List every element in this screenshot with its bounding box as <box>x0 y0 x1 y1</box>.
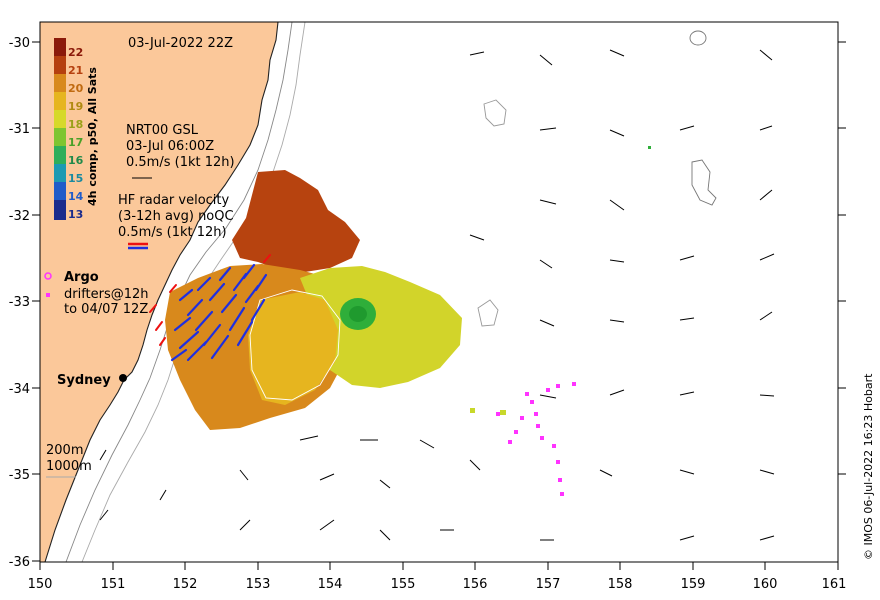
sst-fragment <box>500 410 506 415</box>
sst-warm-core <box>232 170 360 272</box>
x-tick-label: 158 <box>608 577 633 592</box>
hf-legend-scale: 0.5m/s (1kt 12h) <box>118 225 227 240</box>
colorbar-tick: 16 <box>68 154 84 167</box>
colorbar-tick: 20 <box>68 82 84 95</box>
seamount-contour <box>691 159 717 206</box>
sst-fragment <box>470 408 475 413</box>
x-tick-label: 156 <box>463 577 488 592</box>
colorbar-tick: 15 <box>68 172 83 185</box>
sst-fragment <box>648 146 651 149</box>
gsl-legend-scale: 0.5m/s (1kt 12h) <box>126 155 235 170</box>
gsl-legend-line2: 03-Jul 06:00Z <box>126 139 214 154</box>
colorbar <box>54 38 66 220</box>
seamount-contour <box>483 99 507 127</box>
hf-legend-line2: (3-12h avg) noQC <box>118 209 234 224</box>
sst-transition <box>248 292 338 405</box>
y-tick-label: -35 <box>9 468 30 483</box>
x-tick-label: 159 <box>681 577 706 592</box>
x-tick-label: 157 <box>536 577 561 592</box>
x-tick-label: 152 <box>173 577 198 592</box>
hf-radar-vectors-red <box>149 254 271 346</box>
sst-yellow-lobe <box>300 266 462 388</box>
y-tick-label: -33 <box>9 295 30 310</box>
x-tick-label: 160 <box>753 577 778 592</box>
colorbar-tick: 21 <box>68 64 83 77</box>
colorbar-tick: 17 <box>68 136 83 149</box>
x-tick-label: 155 <box>391 577 416 592</box>
x-tick-label: 154 <box>318 577 343 592</box>
drifter-tracks <box>44 272 576 496</box>
colorbar-tick: 19 <box>68 100 83 113</box>
y-tick-label: -36 <box>9 555 30 570</box>
gsl-legend-line1: NRT00 GSL <box>126 123 199 138</box>
drifter-legend-line1: drifters@12h <box>64 287 149 302</box>
y-tick-label: -31 <box>9 122 30 137</box>
hf-legend-line1: HF radar velocity <box>118 193 230 208</box>
drifter-legend-marker <box>46 293 50 297</box>
coastline <box>44 22 279 562</box>
gsl-current-arrows <box>99 49 775 541</box>
y-tick-label: -34 <box>9 382 30 397</box>
x-tick-label: 153 <box>246 577 271 592</box>
seamount-contour <box>689 30 707 46</box>
isobath-200m-label: 200m <box>46 443 83 458</box>
map-title: 03-Jul-2022 22Z <box>128 36 233 51</box>
sst-contour <box>249 289 341 401</box>
x-tick-label: 150 <box>28 577 53 592</box>
colorbar-tick: 14 <box>68 190 84 203</box>
y-axis <box>32 41 846 562</box>
drifter-legend-line2: to 04/07 12Z <box>64 302 148 317</box>
x-tick-label: 161 <box>822 577 847 592</box>
argo-legend: Argo <box>64 270 99 285</box>
land-mass <box>40 22 278 562</box>
sst-cool-core-center <box>349 306 367 322</box>
colorbar-label: 4h comp, p50, All Sats <box>86 67 99 206</box>
sydney-label: Sydney <box>57 373 111 388</box>
x-tick-label: 151 <box>101 577 126 592</box>
sydney-marker <box>119 374 127 382</box>
colorbar-tick: 13 <box>68 208 83 221</box>
hf-radar-vectors <box>170 263 268 362</box>
seamount-contour <box>477 299 499 327</box>
credit: © IMOS 06-Jul-2022 16:23 Hobart <box>862 373 875 560</box>
y-tick-label: -32 <box>9 209 30 224</box>
plot-border <box>39 21 839 563</box>
x-axis <box>39 562 839 570</box>
colorbar-tick: 18 <box>68 118 83 131</box>
colorbar-tick: 22 <box>68 46 83 59</box>
y-tick-label: -30 <box>9 36 30 51</box>
isobath-1000m-label: 1000m <box>46 459 92 474</box>
